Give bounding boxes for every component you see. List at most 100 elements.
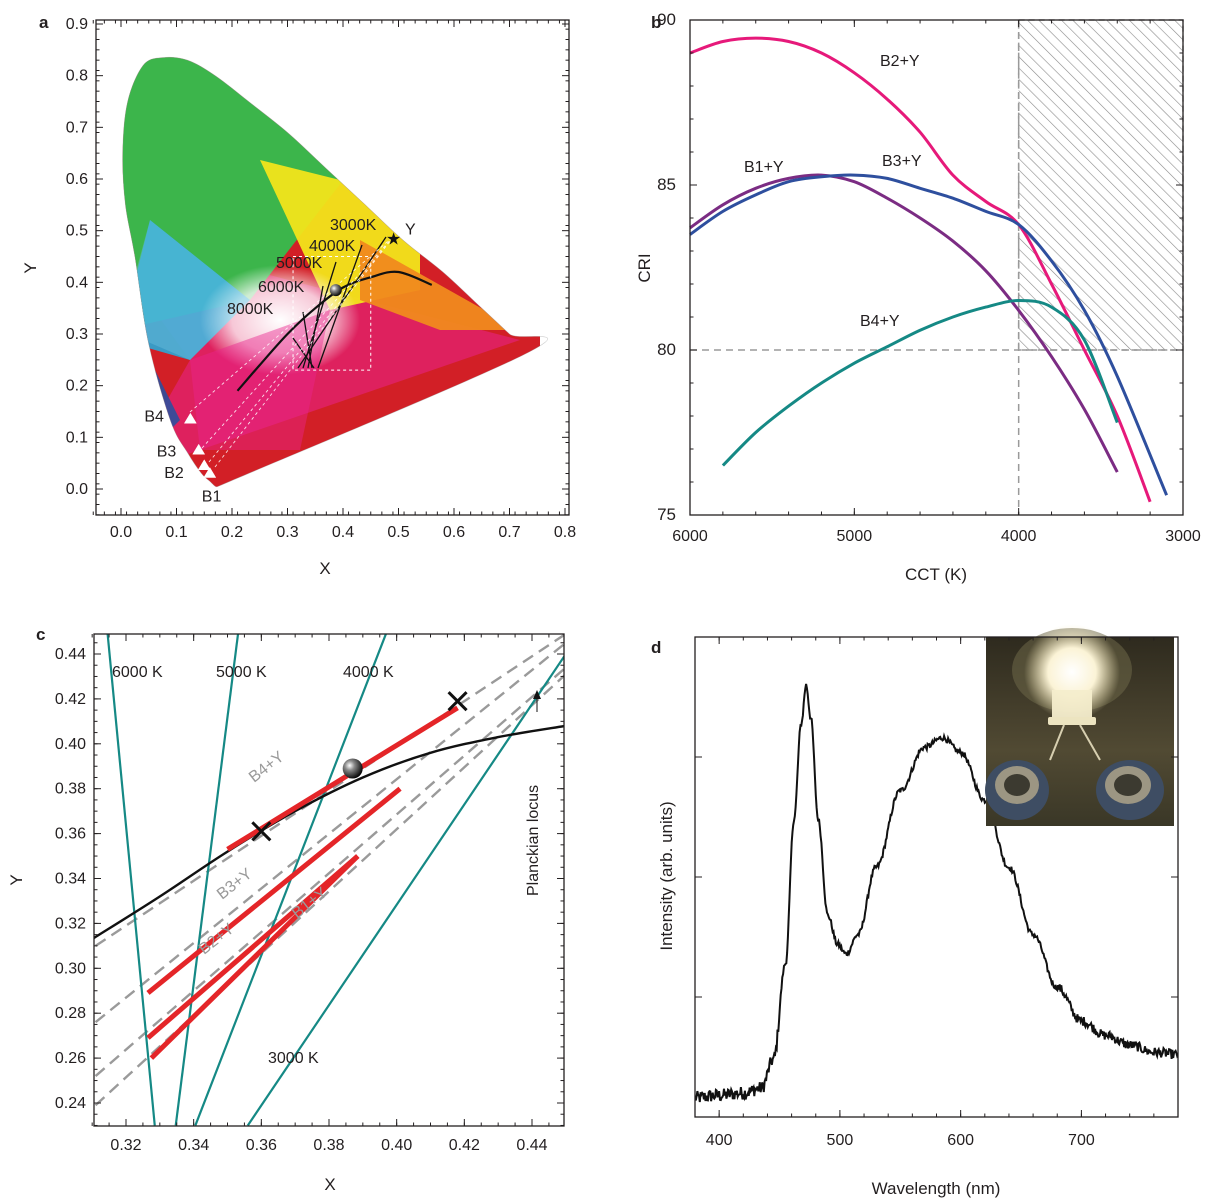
ball-marker-a xyxy=(329,284,342,297)
y-tick-label: 0.44 xyxy=(55,646,86,663)
series-label-b4y: B4+Y xyxy=(860,313,900,330)
y-tick-label: 0.36 xyxy=(55,826,86,843)
x-tick-label: 0.38 xyxy=(313,1137,344,1154)
target-region xyxy=(1017,19,1184,351)
points-a: ★ Y B4 B3 B2 B1 xyxy=(144,221,416,505)
x-tick-label: 700 xyxy=(1068,1132,1095,1149)
panel-label-a: a xyxy=(39,13,49,32)
y-tick-label: 0.3 xyxy=(66,326,88,343)
point-label: B1 xyxy=(202,489,222,506)
x-tick-label: 0.7 xyxy=(498,524,520,541)
red-segment xyxy=(146,786,402,995)
x-tick-label: 0.36 xyxy=(246,1137,277,1154)
triangle-point xyxy=(203,467,217,478)
series-label-b1y: B1+Y xyxy=(744,159,784,176)
cct-label-8000: 8000K xyxy=(227,301,274,318)
cross-points-c xyxy=(251,691,468,842)
y-tick-label: 0.26 xyxy=(55,1050,86,1067)
point-label: B4 xyxy=(144,408,164,425)
series-b xyxy=(689,36,1168,503)
y-axis-label-d: Intensity (arb. units) xyxy=(657,801,676,950)
series-label-b3y: B3+Y xyxy=(882,153,922,170)
isotherm-line xyxy=(174,634,240,1126)
series-line-b2y xyxy=(689,36,1152,503)
y-tick-label: 0.6 xyxy=(66,171,88,188)
x-tick-label: 0.32 xyxy=(110,1137,141,1154)
x-tick-label: 0.40 xyxy=(381,1137,412,1154)
point-label: B2 xyxy=(164,465,184,482)
triangle-point xyxy=(197,459,211,470)
cct-label-3000: 3000K xyxy=(330,217,377,234)
isotherm-line xyxy=(106,634,156,1126)
planckian-locus-c xyxy=(94,724,564,940)
ticks-b: 6000 5000 4000 3000 75 80 85 90 xyxy=(657,10,1201,545)
panel-label-c: c xyxy=(36,625,45,644)
ticks-a: 0.0 0.1 0.2 0.3 0.4 0.5 0.6 0.7 0.8 0.0 0.1 0.2 0.3 0… xyxy=(66,16,576,541)
x-tick-label: 5000 xyxy=(837,528,873,545)
y-tick-label: 0.0 xyxy=(66,481,88,498)
mix-line xyxy=(94,667,564,1077)
x-tick-label: 0.3 xyxy=(276,524,298,541)
red-segment xyxy=(146,854,360,1040)
series-label-b2y: B2+Y xyxy=(880,53,920,70)
x-tick-label: 0.6 xyxy=(443,524,465,541)
y-tick-label: 0.5 xyxy=(66,223,88,240)
x-tick-label: 0.44 xyxy=(516,1137,547,1154)
y-tick-label: 75 xyxy=(657,505,676,524)
y-tick-label: 0.30 xyxy=(55,960,86,977)
x-axis-label-a: X xyxy=(319,559,330,578)
isotherm-line xyxy=(246,654,564,1126)
panel-d: d 400 500 600 700 Wavelength (nm) Intensity… xyxy=(651,624,1179,1198)
ball-marker-c xyxy=(342,758,363,779)
red-segment xyxy=(149,854,360,1060)
cross-point xyxy=(251,821,272,842)
x-tick-label: 0.42 xyxy=(449,1137,480,1154)
x-axis-label-d: Wavelength (nm) xyxy=(872,1179,1001,1198)
cct-label-6000: 6000K xyxy=(258,279,305,296)
ticks-c: 0.32 0.34 0.36 0.38 0.40 0.42 0.44 0.24 0.26 0.28… xyxy=(55,634,564,1154)
isotherm-label-4000: 4000 K xyxy=(343,664,394,681)
planckian-locus-a xyxy=(236,270,433,392)
y-axis-label-c: Y xyxy=(7,874,26,885)
y-tick-label: 0.40 xyxy=(55,736,86,753)
x-tick-label: 0.4 xyxy=(332,524,354,541)
mix-lines-c xyxy=(94,634,564,1107)
y-tick-label: 0.38 xyxy=(55,781,86,798)
y-tick-label: 0.8 xyxy=(66,68,88,85)
planckian-locus-label: Planckian locus xyxy=(525,785,542,896)
y-tick-label: 85 xyxy=(657,175,676,194)
cct-labels-a: 3000K 4000K 5000K 6000K 8000K xyxy=(227,217,377,318)
panel-label-b: b xyxy=(651,13,661,32)
y-axis-label-a: Y xyxy=(21,262,40,273)
y-tick-label: 0.28 xyxy=(55,1005,86,1022)
isotherm-label-6000: 6000 K xyxy=(112,664,163,681)
y-tick-label: 0.32 xyxy=(55,915,86,932)
series-line-b1y xyxy=(689,173,1119,473)
series-line-b4y xyxy=(721,298,1119,467)
spectrum-line xyxy=(695,683,1178,1103)
x-tick-label: 0.0 xyxy=(110,524,132,541)
y-tick-label: 0.1 xyxy=(66,429,88,446)
y-axis-label-b: CRI xyxy=(635,253,654,282)
led-photo-inset xyxy=(985,624,1174,826)
y-tick-label: 0.7 xyxy=(66,119,88,136)
x-tick-label: 0.1 xyxy=(165,524,187,541)
y-tick-label: 90 xyxy=(657,10,676,29)
x-tick-label: 4000 xyxy=(1001,528,1037,545)
panel-b: b B2+Y B1+Y B3+Y B4+Y 6000 5000 4000 3000 75… xyxy=(635,10,1201,584)
ticks-d: 400 500 600 700 xyxy=(694,637,1179,1149)
y-tick-label: 0.2 xyxy=(66,378,88,395)
y-tick-label: 80 xyxy=(657,340,676,359)
mix-line xyxy=(94,634,564,947)
isotherm-label-5000: 5000 K xyxy=(216,664,267,681)
series-line-b3y xyxy=(689,173,1168,496)
star-point: ★ xyxy=(386,229,401,249)
y-tick-label: 0.4 xyxy=(66,274,88,291)
point-label: Y xyxy=(405,221,416,238)
x-tick-label: 3000 xyxy=(1165,528,1201,545)
plot-frame-a xyxy=(95,19,570,516)
cross-point xyxy=(447,691,468,712)
panel-label-d: d xyxy=(651,638,661,657)
